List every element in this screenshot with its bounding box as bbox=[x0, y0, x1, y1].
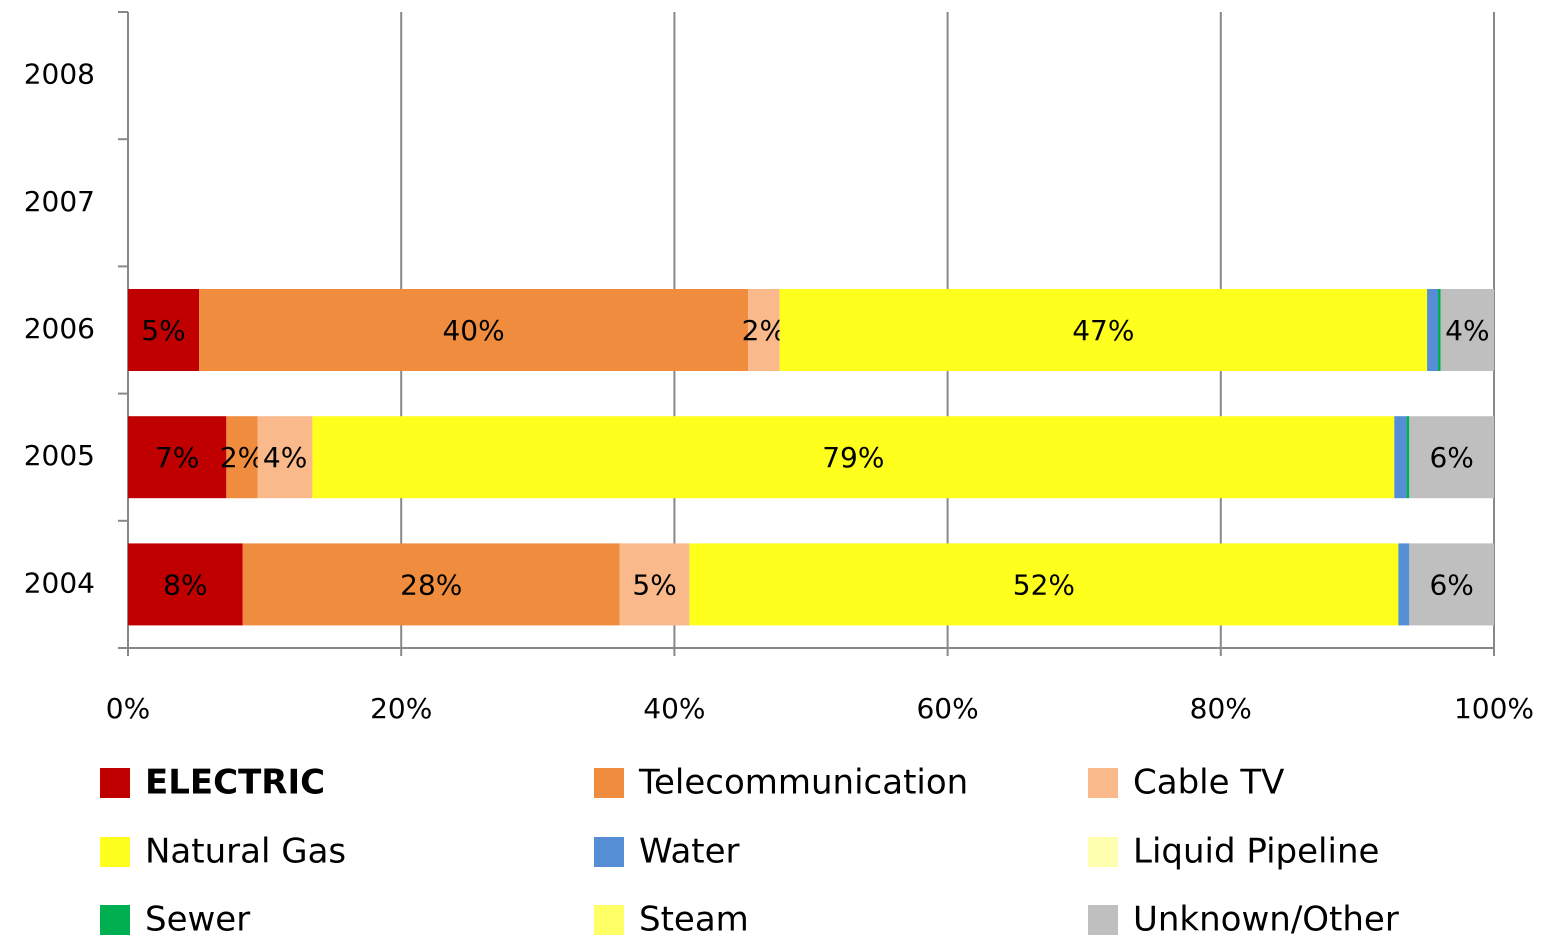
data-label: 2% bbox=[742, 314, 786, 347]
legend-label: Natural Gas bbox=[145, 832, 346, 872]
data-label: 2% bbox=[220, 441, 264, 474]
data-label: 6% bbox=[1429, 568, 1473, 601]
bar-segment bbox=[1398, 543, 1410, 626]
bar-segment bbox=[1394, 416, 1407, 499]
legend-swatch bbox=[594, 768, 624, 798]
data-label: 8% bbox=[163, 568, 207, 601]
bar-segment bbox=[128, 416, 227, 499]
bar-segment bbox=[1427, 289, 1438, 371]
bar-segment bbox=[1409, 416, 1494, 499]
x-tick-label: 0% bbox=[106, 692, 150, 725]
data-label: 5% bbox=[632, 568, 676, 601]
legend-swatch bbox=[100, 837, 130, 867]
bar-segment bbox=[257, 416, 313, 499]
x-tick-label: 60% bbox=[916, 692, 978, 725]
bar-segment bbox=[1406, 416, 1410, 499]
bar-segment bbox=[128, 289, 200, 371]
legend-swatch bbox=[1088, 768, 1118, 798]
legend-label: Sewer bbox=[145, 900, 250, 940]
bar-segment bbox=[1437, 289, 1441, 371]
legend-swatch bbox=[1088, 905, 1118, 935]
y-tick-label: 2008 bbox=[24, 58, 95, 91]
y-tick-label: 2007 bbox=[24, 185, 95, 218]
legend-swatch bbox=[1088, 837, 1118, 867]
data-label: 47% bbox=[1072, 314, 1134, 347]
data-label: 5% bbox=[141, 314, 185, 347]
legend-label: Water bbox=[639, 832, 740, 872]
data-label: 52% bbox=[1013, 568, 1075, 601]
legend-label: Steam bbox=[639, 900, 749, 940]
bar-segment bbox=[128, 543, 243, 626]
bar-segment bbox=[242, 543, 620, 626]
x-tick-label: 20% bbox=[370, 692, 432, 725]
bar-segment bbox=[312, 416, 1395, 499]
bar-segment bbox=[199, 289, 749, 371]
legend-swatch bbox=[594, 905, 624, 935]
x-tick-label: 100% bbox=[1454, 692, 1534, 725]
data-label: 79% bbox=[822, 441, 884, 474]
legend-label: Unknown/Other bbox=[1133, 900, 1399, 940]
legend-swatch bbox=[100, 905, 130, 935]
bar-segment bbox=[779, 289, 1428, 371]
bar-segment bbox=[1440, 289, 1494, 371]
data-label: 40% bbox=[442, 314, 504, 347]
x-tick-label: 40% bbox=[643, 692, 705, 725]
legend-swatch bbox=[594, 837, 624, 867]
bar-segment bbox=[226, 416, 258, 499]
bar-segment bbox=[748, 289, 780, 371]
y-tick-label: 2006 bbox=[24, 312, 95, 345]
data-label: 4% bbox=[263, 441, 307, 474]
data-label: 28% bbox=[400, 568, 462, 601]
legend-label: Liquid Pipeline bbox=[1133, 832, 1379, 872]
data-label: 7% bbox=[155, 441, 199, 474]
legend-swatch bbox=[100, 768, 130, 798]
legend-label: Cable TV bbox=[1133, 763, 1284, 803]
y-tick-label: 2004 bbox=[24, 566, 95, 599]
x-tick-label: 80% bbox=[1190, 692, 1252, 725]
legend-label: ELECTRIC bbox=[145, 763, 325, 803]
y-tick-label: 2005 bbox=[24, 439, 95, 472]
data-label: 4% bbox=[1445, 314, 1489, 347]
bar-segment bbox=[1409, 543, 1494, 626]
bar-segment bbox=[619, 543, 690, 626]
bar-segment bbox=[689, 543, 1399, 626]
data-label: 6% bbox=[1429, 441, 1473, 474]
legend-label: Telecommunication bbox=[638, 763, 968, 803]
